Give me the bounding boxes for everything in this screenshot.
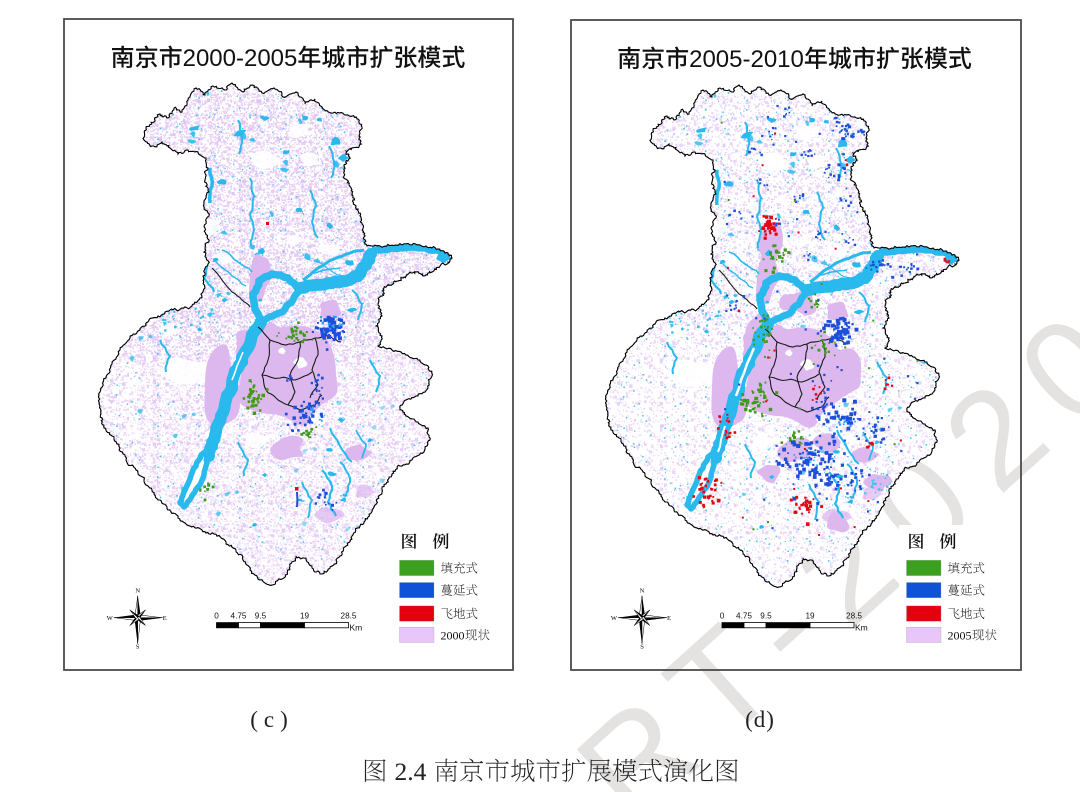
svg-text:2000: 2000 [441,628,465,642]
svg-text:(c): (c) [250,707,294,732]
svg-text:N: N [640,588,645,595]
svg-text:19: 19 [805,612,815,621]
svg-text:N: N [135,588,140,595]
svg-text:19: 19 [300,612,310,621]
svg-text:W: W [611,615,618,622]
svg-text:4.75: 4.75 [736,612,752,621]
svg-text:2005: 2005 [948,628,972,642]
svg-text:9.5: 9.5 [760,612,772,621]
svg-text:28.5: 28.5 [846,612,862,621]
svg-text:0: 0 [720,612,725,621]
svg-text:S: S [136,644,140,651]
svg-text:E: E [163,615,167,622]
svg-text:0: 0 [214,612,219,621]
svg-text:Km: Km [855,623,868,633]
svg-text:2005-2010: 2005-2010 [689,46,804,73]
svg-text:W: W [107,615,114,622]
svg-text:2.4: 2.4 [395,757,427,786]
svg-text:4.75: 4.75 [231,612,247,621]
svg-text:28.5: 28.5 [341,612,357,621]
svg-text:E: E [667,615,671,622]
svg-text:9.5: 9.5 [255,612,267,621]
svg-text:S: S [640,644,644,651]
svg-text:Km: Km [350,623,363,633]
svg-text:(d): (d) [745,707,775,732]
svg-text:2000-2005: 2000-2005 [183,45,298,72]
